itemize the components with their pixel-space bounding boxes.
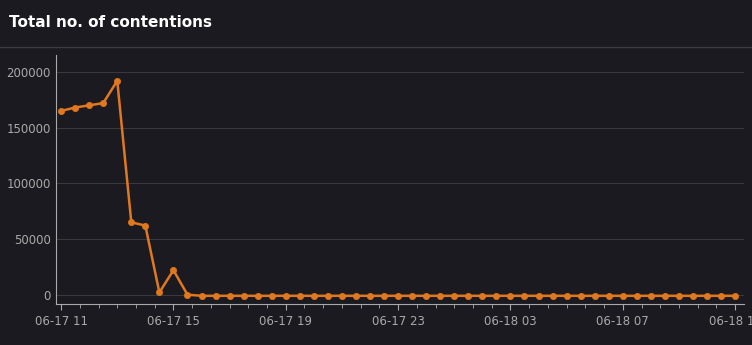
- Text: Total no. of contentions: Total no. of contentions: [9, 15, 212, 30]
- Y-axis label: Count: Count: [0, 161, 1, 198]
